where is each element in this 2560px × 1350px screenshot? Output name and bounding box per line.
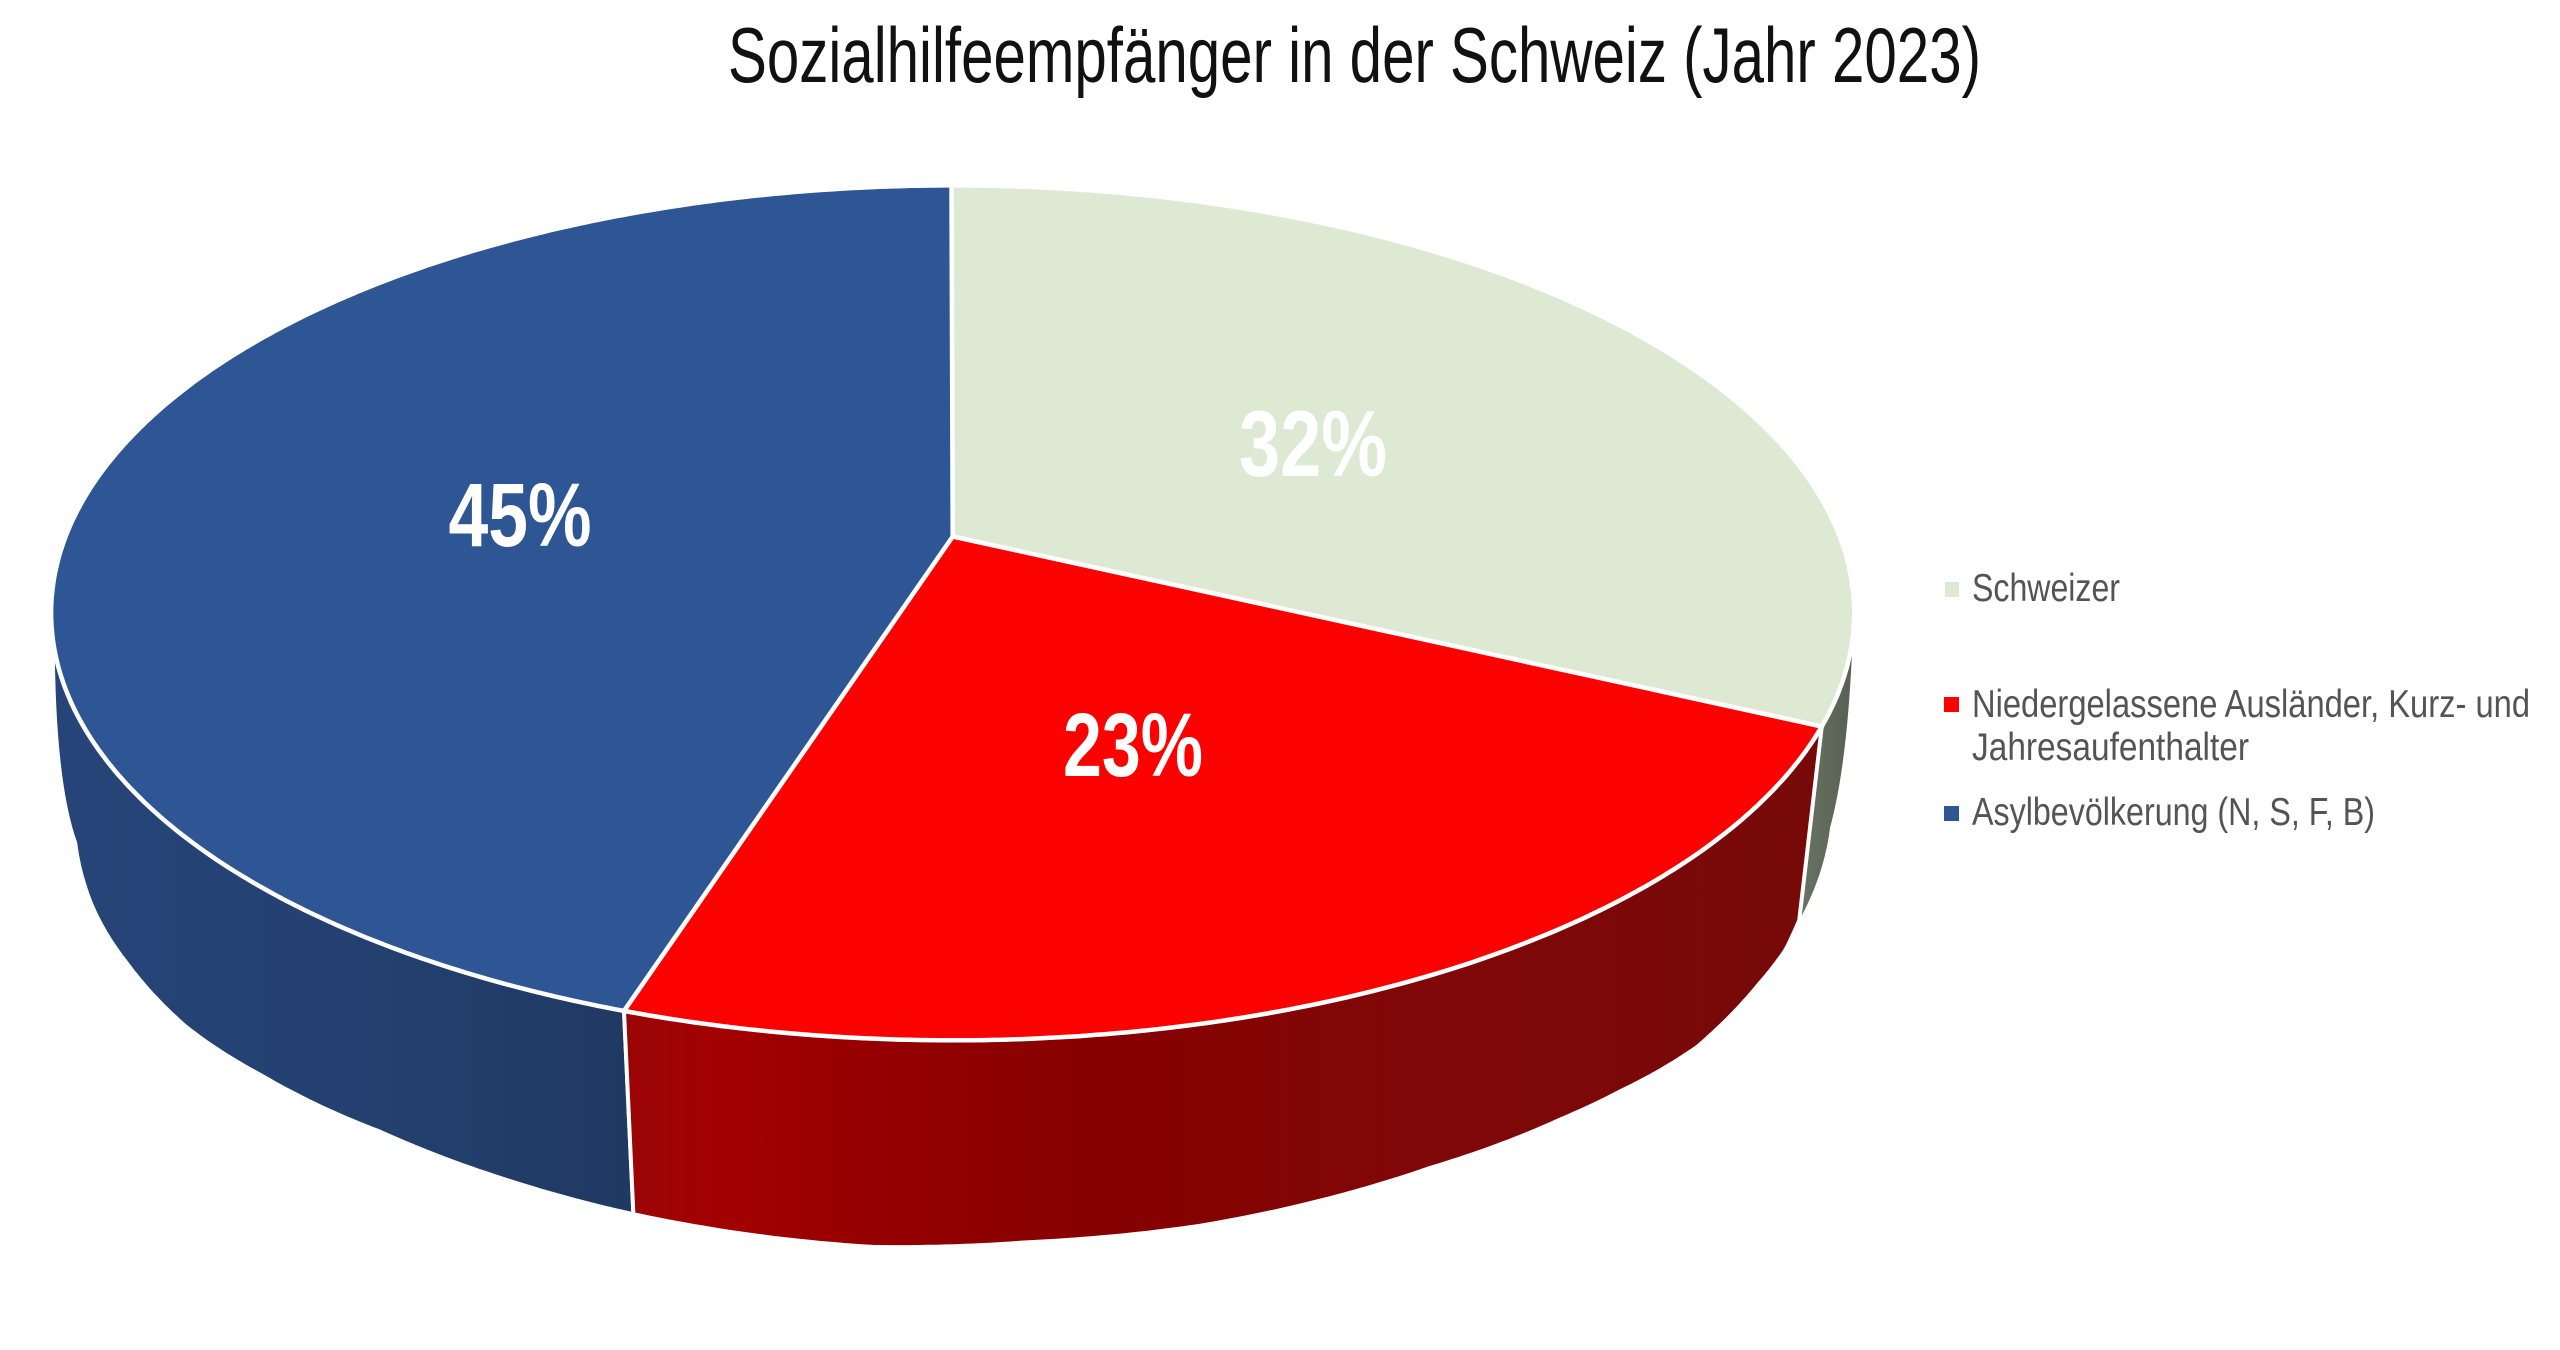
svg-text:23%: 23% xyxy=(1063,696,1203,796)
svg-text:45%: 45% xyxy=(449,466,592,566)
svg-text:Asylbevölkerung (N, S, F, B): Asylbevölkerung (N, S, F, B) xyxy=(1972,791,2375,834)
svg-text:32%: 32% xyxy=(1239,391,1387,496)
svg-text:Sozialhilfeempfänger in der Sc: Sozialhilfeempfänger in der Schweiz (Jah… xyxy=(728,11,1981,99)
svg-text:Jahresaufenthalter: Jahresaufenthalter xyxy=(1972,726,2249,769)
svg-text:Niedergelassene Ausländer, Kur: Niedergelassene Ausländer, Kurz- und xyxy=(1972,683,2530,726)
svg-text:Schweizer: Schweizer xyxy=(1972,567,2120,610)
